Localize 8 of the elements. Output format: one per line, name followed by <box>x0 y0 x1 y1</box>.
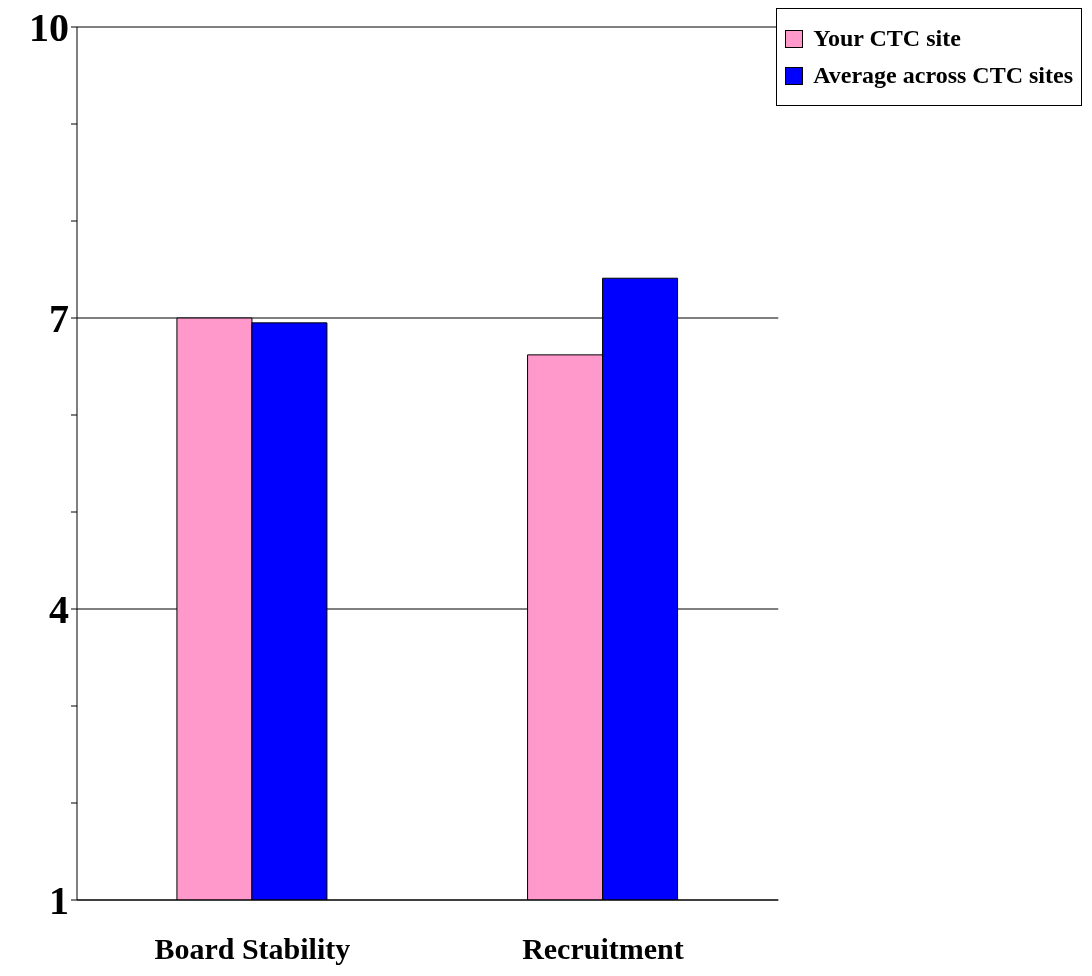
y-tick-label: 4 <box>49 587 69 633</box>
x-tick-label: Recruitment <box>522 932 684 966</box>
y-tick-label: 10 <box>29 5 69 51</box>
y-tick-label: 1 <box>49 878 69 924</box>
x-tick-label: Board Stability <box>154 932 351 966</box>
y-tick-label: 7 <box>49 296 69 342</box>
legend-label: Average across CTC sites <box>813 62 1073 89</box>
legend-label: Your CTC site <box>813 25 961 52</box>
